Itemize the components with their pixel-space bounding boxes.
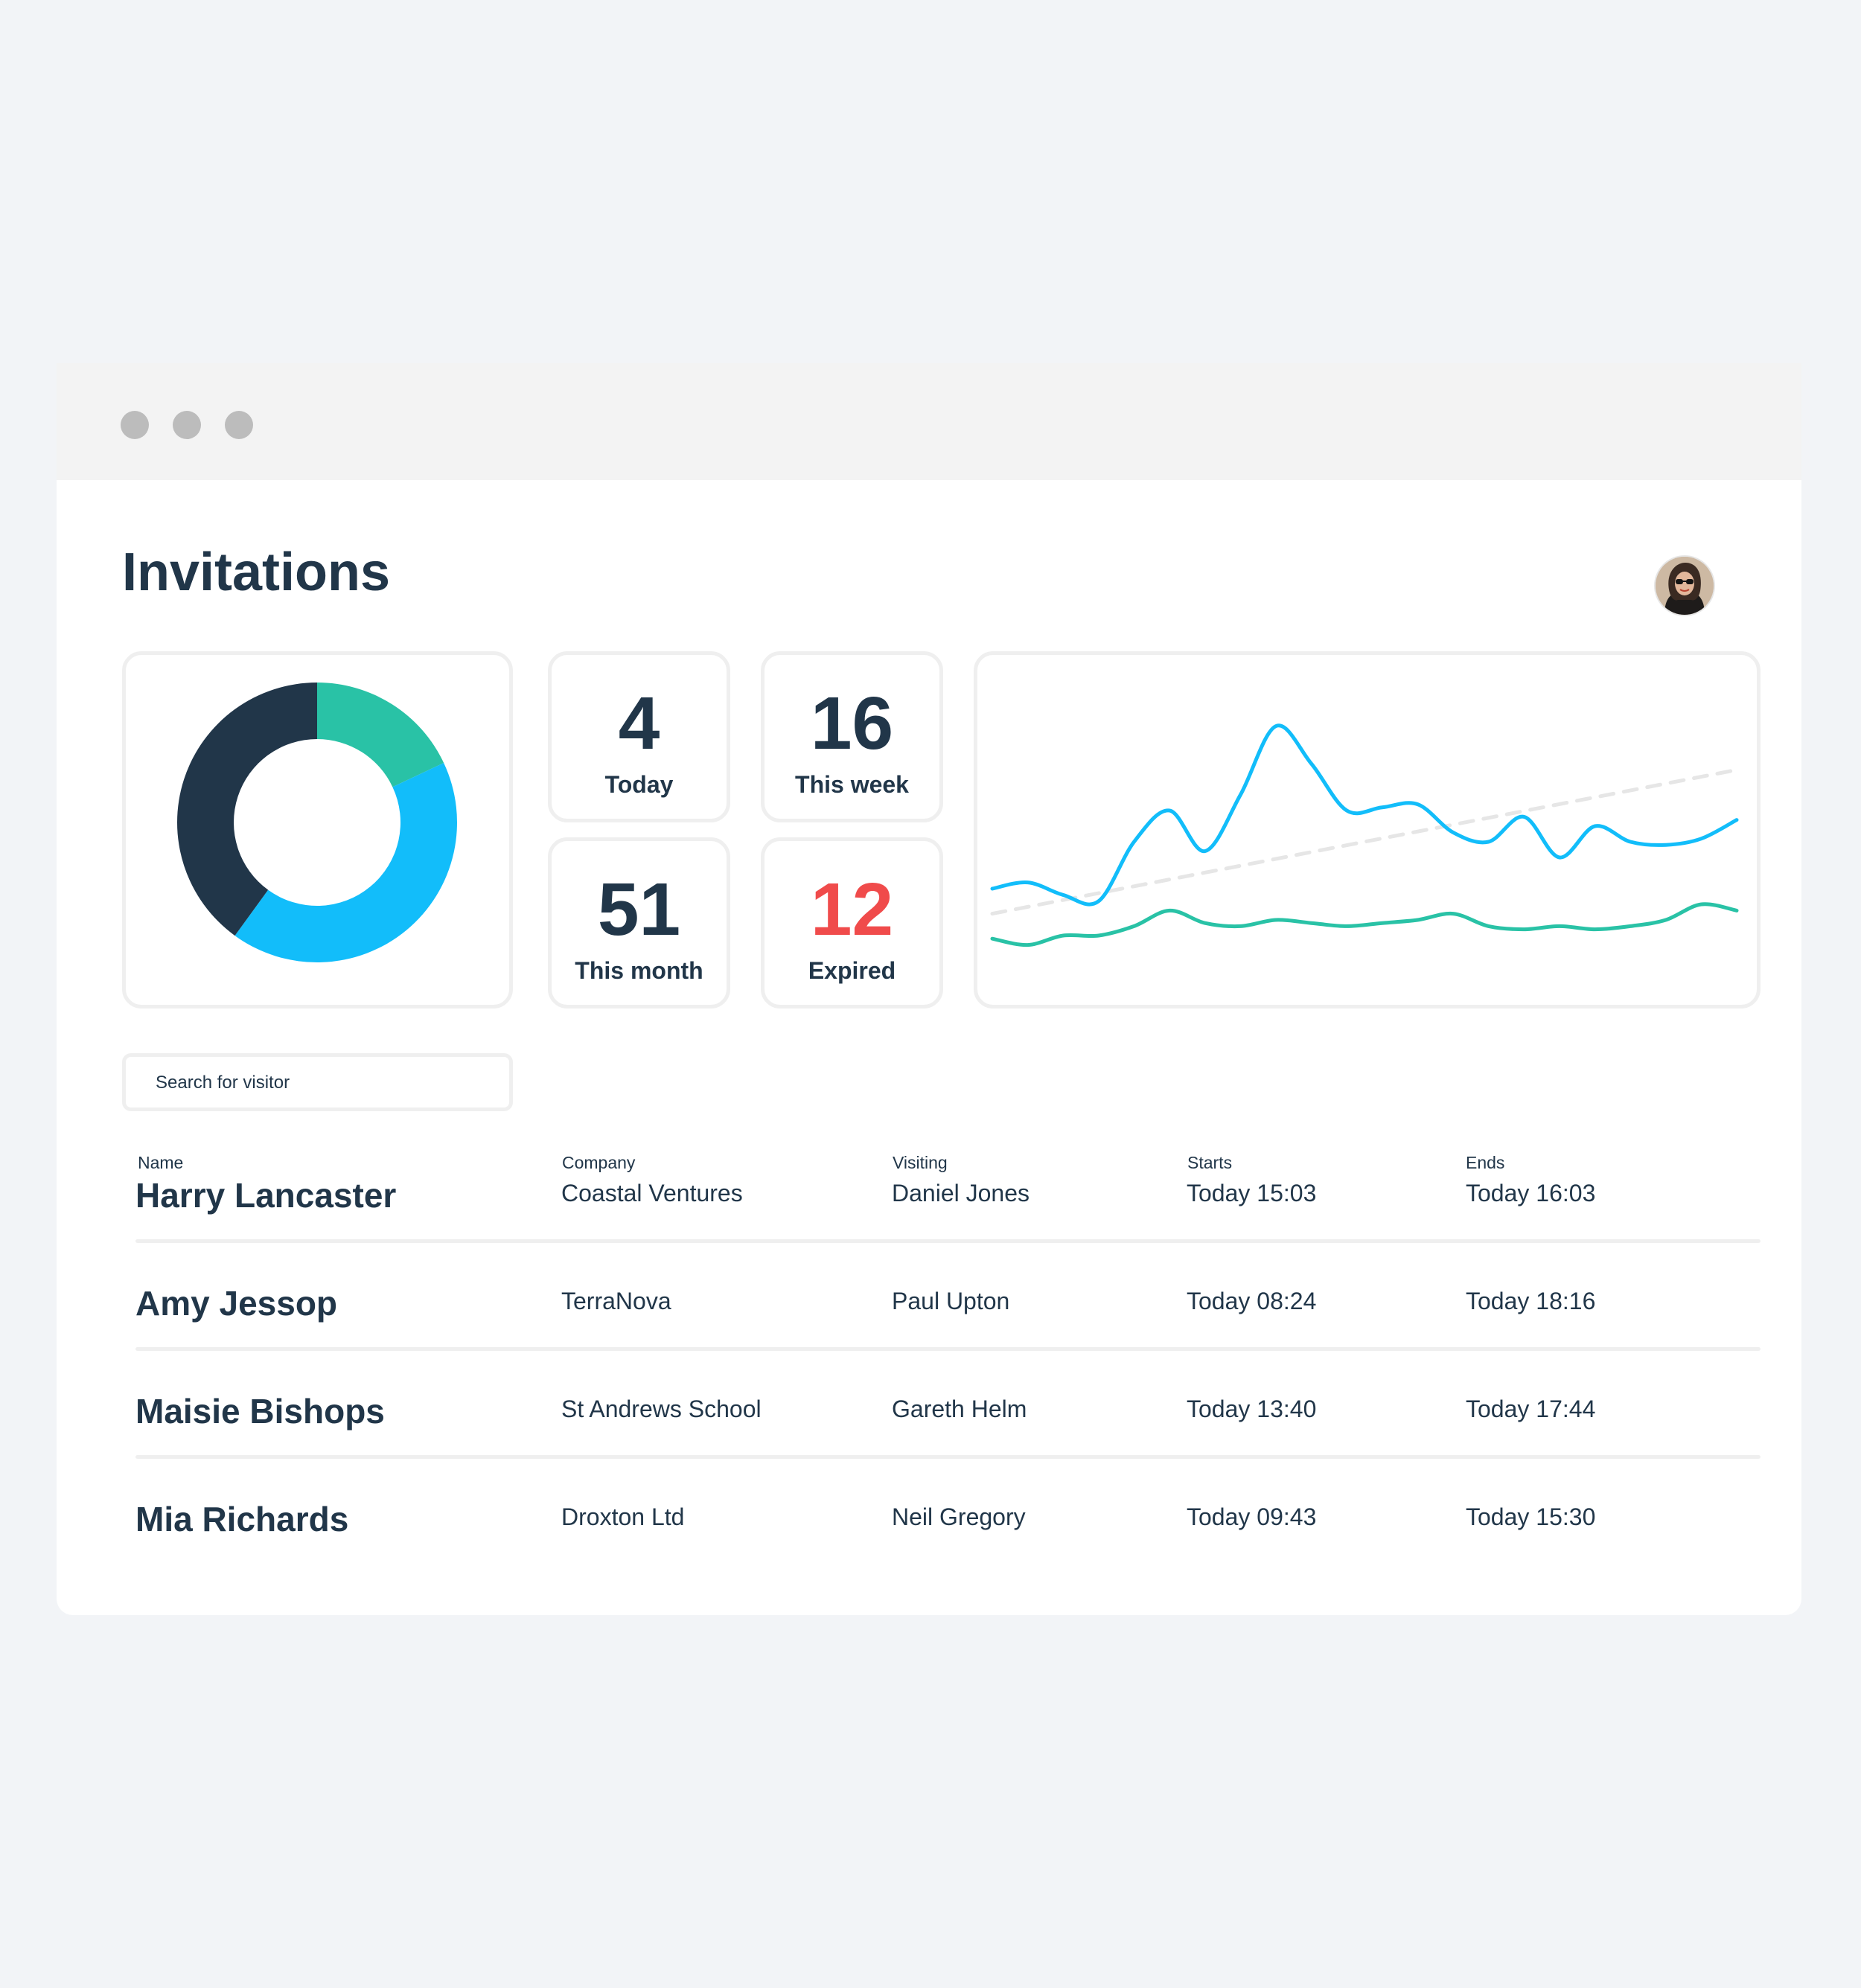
page-title: Invitations — [122, 543, 391, 602]
app-window: Invitations 4 Today 16 This week — [57, 363, 1801, 1615]
starts-cell: Today 08:24 — [1187, 1288, 1317, 1314]
stat-label: Expired — [808, 957, 896, 984]
window-close-dot[interactable] — [121, 411, 149, 439]
ends-cell: Today 15:30 — [1466, 1503, 1596, 1530]
stat-label: This month — [575, 957, 703, 984]
user-avatar-icon — [1656, 557, 1714, 615]
visitor-name: Harry Lancaster — [135, 1176, 397, 1215]
company-cell: TerraNova — [561, 1288, 671, 1314]
stat-card-this-week[interactable]: 16 This week — [761, 651, 943, 822]
donut-slice-2[interactable] — [177, 683, 317, 936]
row-divider — [135, 1347, 1761, 1351]
company-cell: Droxton Ltd — [561, 1503, 685, 1530]
column-header-ends[interactable]: Ends — [1466, 1153, 1505, 1172]
column-header-visiting[interactable]: Visiting — [893, 1153, 948, 1172]
stat-value: 12 — [810, 868, 894, 951]
stat-label: This week — [795, 771, 909, 798]
visitor-name: Amy Jessop — [135, 1284, 338, 1323]
column-header-starts[interactable]: Starts — [1187, 1153, 1233, 1172]
company-cell: St Andrews School — [561, 1396, 762, 1422]
search-box[interactable] — [122, 1053, 513, 1111]
table-row[interactable]: Mia Richards Droxton Ltd Neil Gregory To… — [135, 1459, 1761, 1567]
visitor-breakdown-card — [122, 651, 513, 1009]
line-series-0 — [990, 723, 1739, 907]
donut-slice-0[interactable] — [317, 683, 444, 787]
stat-value: 4 — [618, 682, 660, 765]
avatar[interactable] — [1656, 557, 1714, 615]
company-cell: Coastal Ventures — [561, 1180, 743, 1206]
table-row[interactable]: Harry Lancaster Coastal Ventures Daniel … — [135, 1135, 1761, 1243]
ends-cell: Today 16:03 — [1466, 1180, 1596, 1206]
column-header-company[interactable]: Company — [562, 1153, 636, 1172]
visiting-cell: Paul Upton — [892, 1288, 1010, 1314]
visits-line-chart-card — [974, 651, 1761, 1009]
column-header-name[interactable]: Name — [138, 1153, 184, 1172]
ends-cell: Today 17:44 — [1466, 1396, 1596, 1422]
visiting-cell: Neil Gregory — [892, 1503, 1026, 1530]
donut-slice-1[interactable] — [234, 762, 457, 962]
stat-card-today[interactable]: 4 Today — [548, 651, 730, 822]
stat-value: 16 — [810, 682, 894, 765]
line-chart — [990, 723, 1739, 947]
donut-chart — [177, 683, 457, 962]
visiting-cell: Gareth Helm — [892, 1396, 1027, 1422]
window-titlebar — [57, 363, 1801, 480]
stat-value: 51 — [597, 868, 681, 951]
visitor-name: Mia Richards — [135, 1500, 349, 1538]
window-maximize-dot[interactable] — [225, 411, 253, 439]
starts-cell: Today 15:03 — [1187, 1180, 1317, 1206]
line-series-1 — [990, 902, 1739, 947]
window-minimize-dot[interactable] — [173, 411, 201, 439]
row-divider — [135, 1455, 1761, 1459]
ends-cell: Today 18:16 — [1466, 1288, 1596, 1314]
starts-cell: Today 09:43 — [1187, 1503, 1317, 1530]
visitor-name: Maisie Bishops — [135, 1392, 385, 1431]
table-row[interactable]: Maisie Bishops St Andrews School Gareth … — [135, 1351, 1761, 1459]
stat-card-this-month[interactable]: 51 This month — [548, 837, 730, 1009]
table-row[interactable]: Amy Jessop TerraNova Paul Upton Today 08… — [135, 1243, 1761, 1351]
starts-cell: Today 13:40 — [1187, 1396, 1317, 1422]
stat-card-expired[interactable]: 12 Expired — [761, 837, 943, 1009]
search-input[interactable] — [156, 1072, 483, 1094]
main-content: Invitations 4 Today 16 This week — [57, 480, 1801, 1615]
stat-label: Today — [604, 771, 674, 798]
line-series-2 — [990, 767, 1739, 916]
row-divider — [135, 1239, 1761, 1243]
visiting-cell: Daniel Jones — [892, 1180, 1030, 1206]
